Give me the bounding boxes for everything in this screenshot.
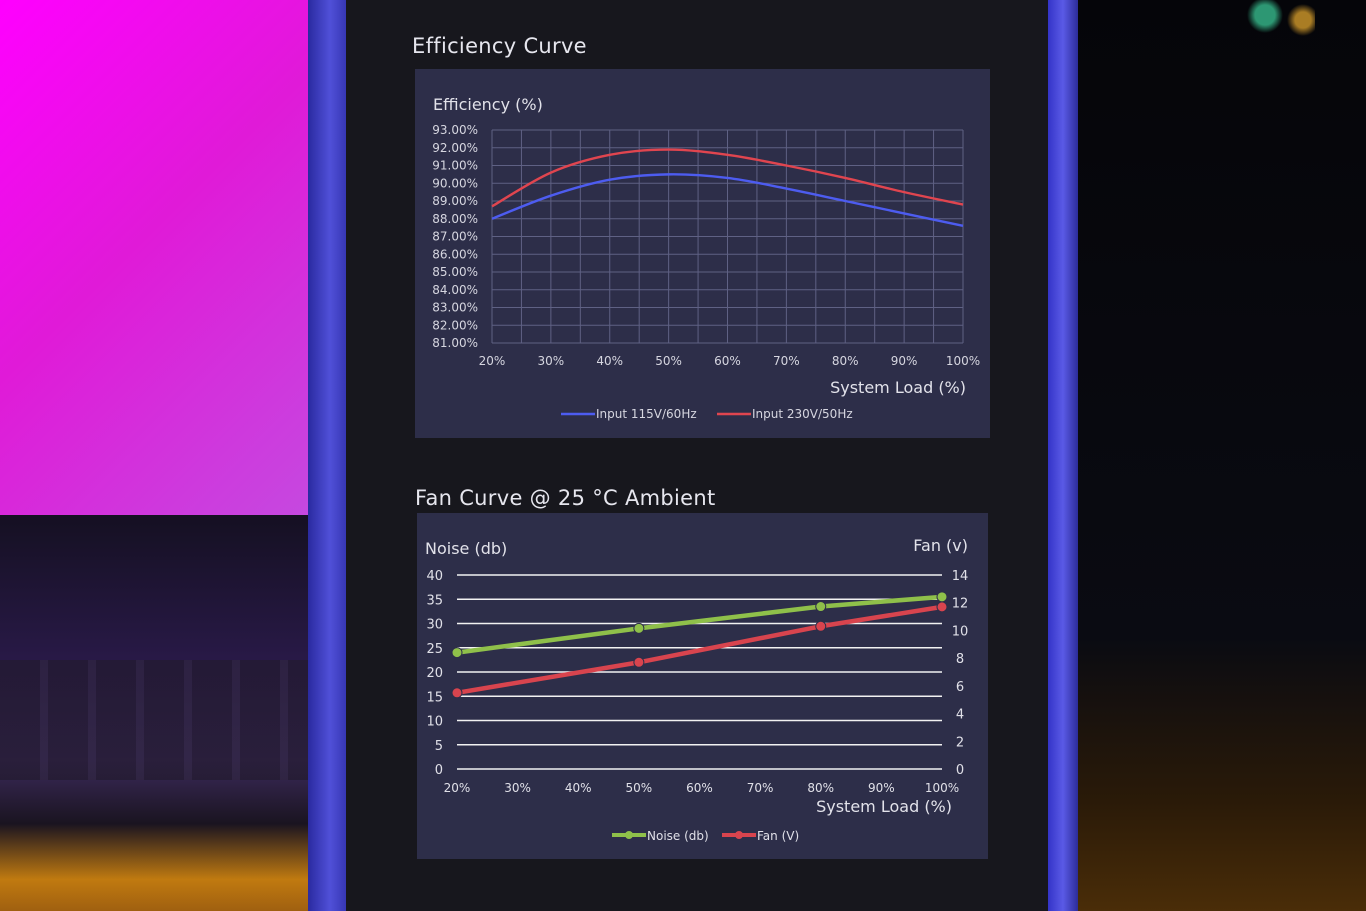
efficiency-y-tick-label: 84.00% [432, 283, 478, 297]
efficiency-chart: Efficiency (%) System Load (%) 93.00% 92.… [432, 95, 980, 421]
fan-y-tick-label: 0 [435, 763, 443, 778]
efficiency-x-tick-label: 100% [946, 354, 980, 368]
fan-x-tick-label: 70% [747, 781, 774, 795]
fan-y-tick-label: 40 [426, 569, 443, 584]
fan-legend-label-1: Noise (db) [647, 829, 709, 843]
fan-series-line-1 [456, 594, 943, 655]
efficiency-chart-title: Efficiency Curve [412, 34, 587, 58]
efficiency-y-axis-label: Efficiency (%) [433, 95, 543, 114]
background-rgb-lights [1245, 0, 1315, 70]
fan-legend-marker-1 [625, 831, 633, 839]
fan-y-tick-label: 25 [426, 642, 443, 657]
efficiency-x-tick-label: 90% [891, 354, 918, 368]
fan-y2-tick-label: 14 [952, 569, 969, 584]
efficiency-y-tick-label: 90.00% [432, 176, 478, 190]
efficiency-x-tick-label: 30% [538, 354, 565, 368]
efficiency-x-tick-label: 80% [832, 354, 859, 368]
efficiency-y-tick-label: 83.00% [432, 301, 478, 315]
fan-y-axis-label: Noise (db) [425, 539, 507, 558]
fan-x-tick-label: 30% [504, 781, 531, 795]
fan-chart-title: Fan Curve @ 25 °C Ambient [415, 486, 716, 510]
fan-y2-tick-label: 6 [956, 680, 964, 695]
background-keyboard [0, 660, 315, 780]
fan-series-line-2 [456, 604, 943, 696]
fan-series-point-2 [936, 601, 948, 613]
fan-y2-tick-label: 0 [956, 763, 964, 778]
efficiency-y-tick-label: 91.00% [432, 159, 478, 173]
fan-x-tick-label: 20% [444, 781, 471, 795]
background-monitor [0, 0, 330, 515]
fan-series-point-1 [633, 622, 645, 634]
fan-x-tick-label: 50% [626, 781, 653, 795]
fan-x-tick-label: 60% [686, 781, 713, 795]
fan-y-tick-label: 15 [426, 690, 443, 705]
fan-y2-tick-label: 4 [956, 708, 964, 723]
efficiency-y-tick-label: 92.00% [432, 141, 478, 155]
efficiency-series-line-1 [491, 173, 964, 228]
efficiency-y-tick-label: 87.00% [432, 230, 478, 244]
box-edge-right [1048, 0, 1078, 911]
fan-y-tick-label: 10 [426, 715, 443, 730]
fan-y-tick-label: 30 [426, 618, 443, 633]
efficiency-x-tick-label: 50% [655, 354, 682, 368]
efficiency-y-tick-label: 82.00% [432, 318, 478, 332]
efficiency-y-tick-label: 86.00% [432, 247, 478, 261]
efficiency-x-axis-label: System Load (%) [830, 378, 966, 397]
fan-x-tick-label: 80% [807, 781, 834, 795]
efficiency-x-tick-label: 70% [773, 354, 800, 368]
fan-y-tick-label: 35 [426, 593, 443, 608]
fan-x-tick-label: 100% [925, 781, 959, 795]
fan-x-axis-label: System Load (%) [816, 797, 952, 816]
fan-series-point-2 [633, 656, 645, 668]
fan-series-point-1 [451, 647, 463, 659]
fan-legend-label-2: Fan (V) [757, 829, 799, 843]
box-edge-left [308, 0, 348, 911]
fan-series-point-2 [451, 687, 463, 699]
fan-series-point-1 [936, 591, 948, 603]
fan-chart-panel: Noise (db) Fan (v) System Load (%) 40 35 3… [417, 513, 988, 859]
fan-y2-tick-label: 12 [952, 597, 969, 612]
fan-x-tick-label: 90% [868, 781, 895, 795]
efficiency-y-tick-label: 88.00% [432, 212, 478, 226]
efficiency-x-tick-label: 40% [596, 354, 623, 368]
efficiency-series-line-2 [491, 148, 964, 208]
fan-y2-axis-label: Fan (v) [913, 536, 968, 555]
efficiency-legend-label-2: Input 230V/50Hz [752, 407, 853, 421]
efficiency-y-tick-label: 93.00% [432, 123, 478, 137]
efficiency-y-tick-label: 85.00% [432, 265, 478, 279]
fan-series-point-2 [815, 620, 827, 632]
fan-chart: Noise (db) Fan (v) System Load (%) 40353… [425, 536, 969, 843]
background-pc-case [1075, 0, 1366, 911]
fan-y2-tick-label: 8 [956, 652, 964, 667]
fan-x-tick-label: 40% [565, 781, 592, 795]
efficiency-chart-panel: Efficiency (%) System Load (%) 93.00% 92.… [415, 69, 990, 438]
efficiency-legend-label-1: Input 115V/60Hz [596, 407, 697, 421]
fan-y2-tick-label: 2 [956, 735, 964, 750]
fan-legend-marker-2 [735, 831, 743, 839]
fan-series-point-1 [815, 601, 827, 613]
fan-y-tick-label: 5 [435, 739, 443, 754]
efficiency-x-tick-label: 20% [479, 354, 506, 368]
efficiency-x-tick-label: 60% [714, 354, 741, 368]
fan-y2-tick-label: 10 [952, 624, 969, 639]
fan-y-tick-label: 20 [426, 666, 443, 681]
efficiency-y-tick-label: 81.00% [432, 336, 478, 350]
efficiency-y-tick-label: 89.00% [432, 194, 478, 208]
